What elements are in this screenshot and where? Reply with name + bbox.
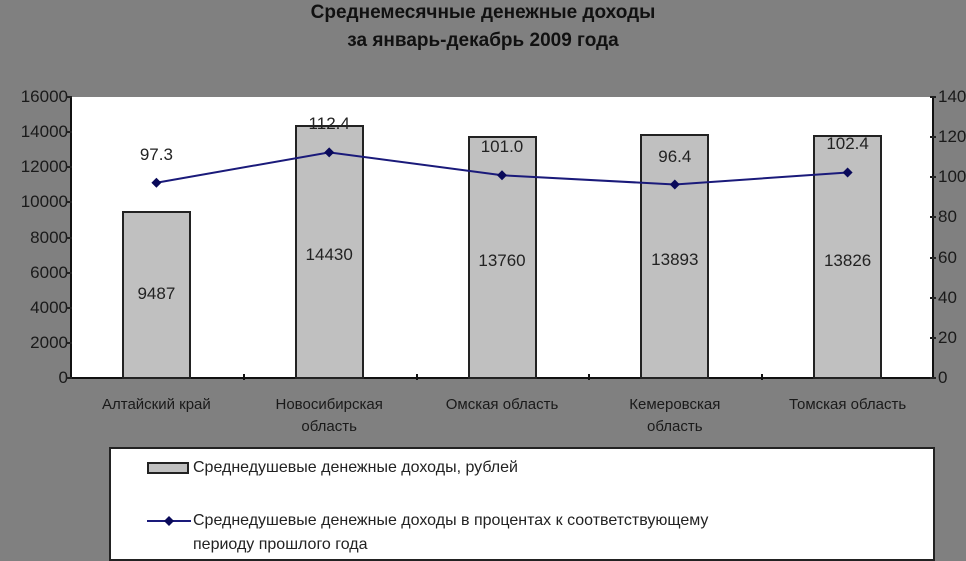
line-value-label: 102.4 [826,134,869,154]
left-axis-tick [66,201,72,204]
left-axis-tick [66,341,72,344]
left-axis-tick-label: 12000 [20,157,68,177]
x-axis-tick [242,374,245,380]
bar [294,124,364,379]
bar-value-label: 13826 [823,250,872,270]
left-axis-tick [66,377,72,379]
bar-value-label: 13893 [651,250,699,269]
left-axis-tick-label: 0 [58,368,68,387]
category-label: Томская область [788,396,907,413]
right-axis-tick [930,377,936,379]
right-axis-tick [930,136,936,139]
category-label: Новосибирская область [275,396,383,435]
bar-value-label: 14430 [305,245,353,265]
left-axis-tick [66,166,72,169]
x-axis-tick [761,374,764,380]
right-axis-line [932,97,934,379]
bar-legend-swatch [147,462,189,474]
line-legend-label-2: периоду прошлого года [193,536,368,553]
left-axis-tick [66,271,72,274]
line-legend-marker-icon [147,516,191,526]
line-point-marker-icon [842,167,853,178]
right-axis-tick-label: 100 [938,167,966,187]
bar [640,134,710,379]
line-point-marker-icon [669,179,680,190]
category-label: Кемеровская область [629,396,721,435]
line-point-marker-icon [151,177,162,188]
left-axis-tick-label: 16000 [20,87,68,106]
right-axis-tick [930,216,936,219]
category-label: Омская область [445,396,559,413]
line-legend-label-1: Среднедушевые денежные доходы в процента… [193,512,709,529]
right-axis-tick [930,336,936,339]
bar-value-label: 13760 [478,251,526,271]
right-axis-tick [930,176,936,179]
line-point-marker-icon [324,147,335,158]
right-axis-tick-label: 80 [938,207,957,227]
left-axis-tick-label: 6000 [30,262,68,282]
left-axis-tick [66,236,72,239]
left-axis-tick-label: 4000 [30,297,68,317]
right-axis-tick-label: 20 [938,327,957,347]
line-point-marker-icon [497,170,507,181]
left-axis-tick-label: 14000 [20,122,68,142]
right-axis-tick [930,96,936,98]
legend: Среднедушевые денежные доходы, рублей Ср… [109,447,935,561]
left-axis-tick [66,96,72,98]
left-axis-tick [66,306,72,309]
x-axis-tick [415,374,418,380]
line-value-label: 101.0 [480,137,524,157]
x-axis-tick [588,374,591,380]
bar [121,211,191,379]
right-axis-tick-label: 40 [938,287,957,307]
left-axis-tick [66,131,72,134]
left-axis-tick-label: 8000 [30,227,68,247]
right-axis-tick [930,256,936,259]
line-value-label: 96.4 [658,146,692,166]
category-label: Алтайский край [101,396,211,413]
chart-title: Среднемесячные денежные доходы [310,2,656,23]
line-value-label: 97.3 [139,144,173,164]
right-axis-tick-label: 0 [938,368,948,387]
left-axis-tick-label: 10000 [20,192,68,212]
line-value-label: 112.4 [308,114,350,134]
bar-value-label: 9487 [137,284,176,303]
chart-subtitle: за январь-декабрь 2009 года [347,30,619,51]
bar-legend-label: Среднедушевые денежные доходы, рублей [193,459,518,476]
right-axis-tick-label: 140 [938,87,966,106]
right-axis-tick-label: 120 [938,127,966,147]
right-axis-tick-label: 60 [938,247,957,267]
right-axis-tick [930,296,936,299]
left-axis-tick-label: 2000 [30,332,68,352]
